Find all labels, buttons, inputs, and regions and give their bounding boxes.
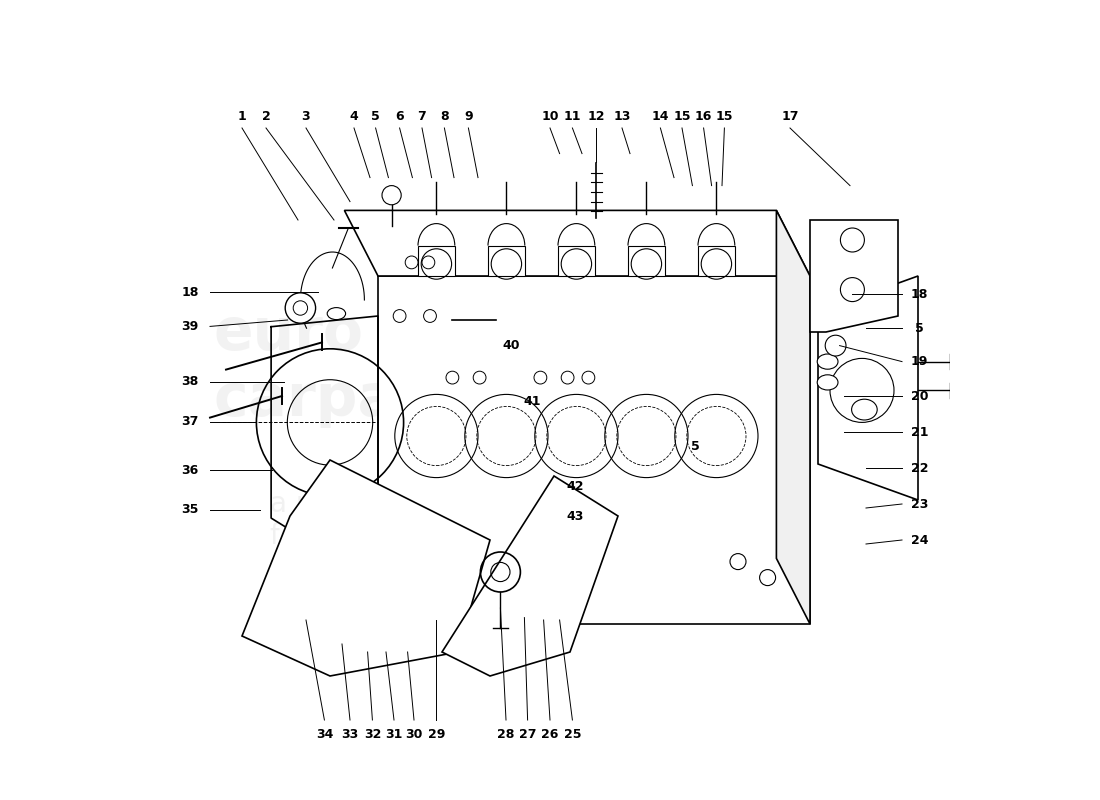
Text: 17: 17 [781, 110, 799, 122]
Text: 1985: 1985 [646, 253, 738, 287]
Polygon shape [442, 476, 618, 676]
Ellipse shape [327, 308, 345, 319]
Text: euro
carparts: euro carparts [214, 305, 490, 428]
Circle shape [382, 186, 402, 205]
Text: 2: 2 [262, 110, 271, 122]
Text: 23: 23 [911, 498, 928, 510]
Polygon shape [777, 210, 810, 624]
Ellipse shape [817, 354, 838, 370]
Polygon shape [242, 460, 490, 676]
Text: 19: 19 [911, 355, 928, 368]
Ellipse shape [817, 374, 838, 390]
Text: 35: 35 [182, 503, 199, 516]
Text: 38: 38 [182, 375, 199, 388]
Polygon shape [698, 246, 735, 276]
Text: 27: 27 [519, 728, 537, 741]
Text: 16: 16 [695, 110, 713, 122]
Text: 5: 5 [691, 440, 700, 453]
Text: 5: 5 [915, 322, 924, 334]
Text: 15: 15 [673, 110, 691, 122]
Circle shape [582, 371, 595, 384]
Circle shape [424, 310, 437, 322]
Polygon shape [558, 246, 595, 276]
Text: 11: 11 [563, 110, 581, 122]
Polygon shape [628, 246, 664, 276]
Polygon shape [810, 220, 898, 332]
Text: 7: 7 [418, 110, 427, 122]
Text: 13: 13 [614, 110, 630, 122]
Text: 37: 37 [182, 415, 199, 428]
Text: 21: 21 [911, 426, 928, 438]
Text: 9: 9 [464, 110, 473, 122]
Text: 33: 33 [341, 728, 359, 741]
Text: 10: 10 [541, 110, 559, 122]
Circle shape [285, 293, 316, 323]
Circle shape [561, 371, 574, 384]
Text: 39: 39 [182, 320, 199, 333]
Circle shape [825, 335, 846, 356]
Text: 41: 41 [524, 395, 541, 408]
Text: 30: 30 [405, 728, 422, 741]
Text: 1: 1 [238, 110, 246, 122]
Circle shape [393, 310, 406, 322]
Circle shape [473, 371, 486, 384]
Circle shape [730, 554, 746, 570]
Text: 4: 4 [350, 110, 359, 122]
Polygon shape [418, 246, 454, 276]
Text: a passion
for motors: a passion for motors [270, 490, 415, 550]
Circle shape [422, 256, 435, 269]
Polygon shape [818, 276, 918, 500]
Text: 40: 40 [503, 339, 520, 352]
Text: 28: 28 [497, 728, 515, 741]
Text: 6: 6 [395, 110, 404, 122]
FancyBboxPatch shape [378, 276, 810, 624]
Circle shape [534, 371, 547, 384]
Polygon shape [488, 246, 525, 276]
Text: 15: 15 [716, 110, 733, 122]
Text: 43: 43 [566, 510, 584, 522]
Text: 29: 29 [428, 728, 446, 741]
Text: 18: 18 [182, 286, 199, 298]
Text: 5: 5 [371, 110, 380, 122]
Circle shape [760, 570, 775, 586]
Text: 22: 22 [911, 462, 928, 474]
Text: 31: 31 [385, 728, 403, 741]
Text: 18: 18 [911, 288, 928, 301]
Text: 36: 36 [182, 464, 199, 477]
Text: 20: 20 [911, 390, 928, 402]
Text: 25: 25 [563, 728, 581, 741]
Text: 8: 8 [440, 110, 449, 122]
Ellipse shape [851, 399, 877, 420]
Text: 12: 12 [587, 110, 605, 122]
Circle shape [294, 301, 308, 315]
Text: 26: 26 [541, 728, 559, 741]
Circle shape [405, 256, 418, 269]
Text: 32: 32 [364, 728, 381, 741]
Circle shape [446, 371, 459, 384]
Text: 42: 42 [566, 480, 584, 493]
Text: 3: 3 [301, 110, 310, 122]
Polygon shape [344, 210, 810, 276]
Text: 34: 34 [316, 728, 333, 741]
Text: 24: 24 [911, 534, 928, 546]
Text: 14: 14 [651, 110, 669, 122]
